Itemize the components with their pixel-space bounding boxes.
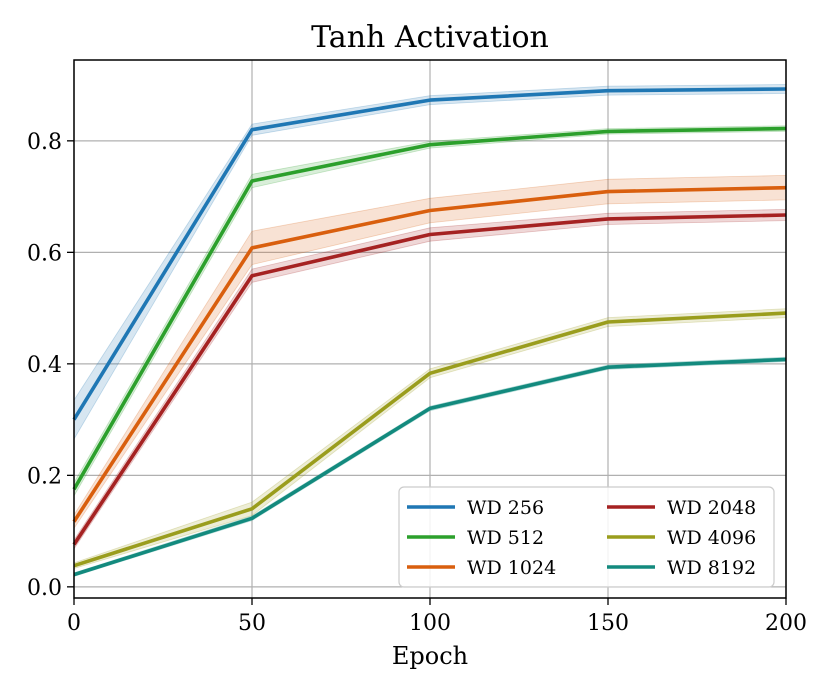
series-lines [72,87,787,577]
legend: WD 256 WD 512 WD 1024 WD 2048 WD 4096 WD 8192 [398,486,775,588]
chart-title: Tanh Activation [311,20,549,55]
legend-label-wd-1024: WD 1024 [467,557,556,579]
line-wd-4096 [73,311,787,568]
x-tick-label: 0 [67,611,81,636]
y-tick-label: 0.0 [27,576,62,601]
x-tick-label: 100 [409,611,451,636]
legend-label-wd-8192: WD 8192 [667,557,756,579]
y-tick-label: 0.8 [27,130,62,155]
legend-label-wd-512: WD 512 [467,527,544,549]
x-tick-label: 150 [587,611,629,636]
legend-box [398,486,775,588]
y-tick-label: 0.4 [27,353,62,378]
line-wd-256 [72,87,787,421]
x-axis-label: Epoch [392,642,468,670]
line-wd-8192 [73,357,787,577]
line-wd-1024 [72,185,787,523]
legend-label-wd-256: WD 256 [467,497,544,519]
line-wd-2048 [72,213,787,546]
axis-ticks: 0 50 100 150 200 0.0 0.2 0.4 0.6 0.8 [27,130,807,636]
legend-label-wd-2048: WD 2048 [667,497,756,519]
legend-label-wd-4096: WD 4096 [667,527,756,549]
y-tick-label: 0.6 [27,241,62,266]
x-tick-label: 200 [765,611,807,636]
line-wd-512 [72,126,787,491]
y-tick-label: 0.2 [27,464,62,489]
x-tick-label: 50 [238,611,266,636]
